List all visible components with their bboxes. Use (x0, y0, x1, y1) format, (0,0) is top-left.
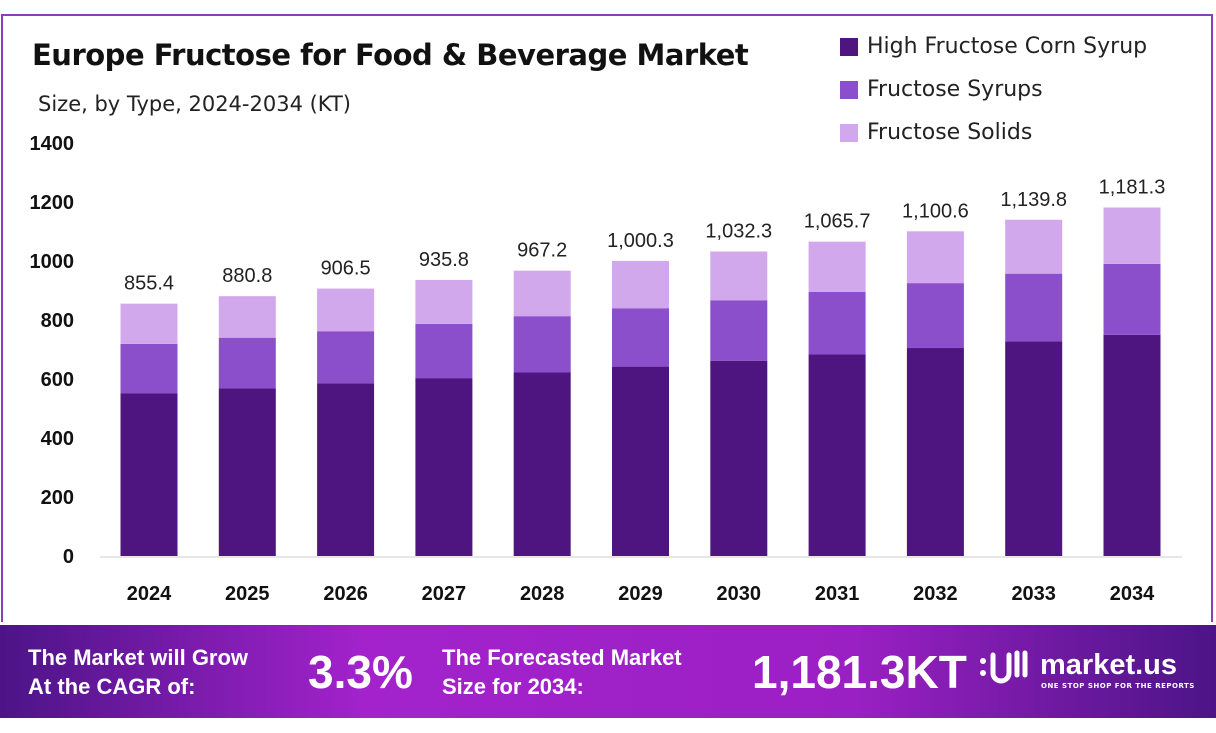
legend-label: High Fructose Corn Syrup (867, 34, 1148, 59)
legend-label: Fructose Syrups (867, 77, 1043, 102)
bar-segment-2 (1103, 207, 1161, 264)
legend-item-solids: Fructose Solids (840, 111, 1147, 154)
x-tick-label: 2034 (1110, 583, 1155, 605)
x-tick-label: 2033 (1011, 583, 1056, 605)
bar-segment-1 (808, 291, 866, 355)
forecast-label: The Forecasted Market Size for 2034: (442, 643, 682, 701)
x-tick-label: 2026 (323, 583, 368, 605)
y-tick-label: 1200 (30, 192, 75, 214)
bar-segment-0 (120, 393, 178, 556)
bar-segment-2 (120, 303, 178, 344)
bar-segment-1 (218, 337, 276, 389)
bar-segment-2 (612, 260, 669, 309)
bar-segment-0 (710, 360, 768, 556)
chart-frame (1, 14, 1213, 622)
legend-item-syrups: Fructose Syrups (840, 68, 1147, 111)
legend-swatch (840, 123, 858, 142)
bar-segment-1 (513, 316, 571, 373)
cagr-label: The Market will Grow At the CAGR of: (28, 643, 248, 701)
total-label: 1,139.8 (1000, 189, 1067, 211)
bar-segment-2 (415, 279, 473, 324)
total-label: 935.8 (419, 249, 469, 271)
legend-item-hfcs: High Fructose Corn Syrup (840, 25, 1147, 68)
bar-segment-0 (808, 354, 866, 556)
cagr-label-line2: At the CAGR of: (28, 674, 196, 699)
x-tick-label: 2028 (520, 583, 565, 605)
cagr-value: 3.3% (308, 646, 413, 698)
y-tick-label: 600 (41, 369, 74, 391)
total-label: 1,032.3 (705, 220, 772, 242)
bar-segment-1 (1005, 273, 1063, 342)
x-tick-label: 2030 (717, 583, 762, 605)
bar-segment-2 (317, 288, 375, 332)
stacked-bar-chart: 0 200 400 600 800 1000 1200 1400 855.4 2024 880.8 2… (30, 133, 1182, 605)
total-label: 1,065.7 (804, 211, 871, 233)
bar-segment-0 (1005, 341, 1063, 556)
bar-segment-0 (415, 378, 473, 556)
y-tick-label: 800 (41, 310, 74, 332)
y-tick-label: 200 (41, 487, 74, 509)
forecast-value: 1,181.3KT (752, 646, 967, 698)
x-tick-label: 2025 (225, 583, 270, 605)
bar-segment-2 (1005, 219, 1063, 274)
footer-banner: The Market will Grow At the CAGR of: 3.3%… (0, 625, 1216, 718)
y-tick-label: 400 (41, 428, 74, 450)
legend-swatch (840, 80, 858, 99)
bar-segment-2 (218, 296, 276, 338)
bar-segment-0 (906, 348, 964, 556)
bar-segment-1 (906, 283, 964, 349)
bar-segment-1 (710, 300, 768, 361)
total-label: 855.4 (124, 273, 174, 295)
bar-segment-2 (710, 251, 768, 301)
x-tick-label: 2029 (618, 583, 663, 605)
chart-subtitle: Size, by Type, 2024-2034 (KT) (38, 92, 351, 116)
total-label: 880.8 (222, 265, 272, 287)
bar-segment-2 (513, 270, 571, 317)
legend: High Fructose Corn Syrup Fructose Syrups… (840, 25, 1147, 154)
x-tick-label: 2032 (913, 583, 958, 605)
y-tick-label: 1000 (30, 251, 75, 273)
bar-segment-2 (906, 231, 964, 284)
bar-segment-1 (1103, 263, 1161, 335)
total-label: 906.5 (321, 258, 371, 280)
total-label: 1,181.3 (1099, 177, 1166, 199)
bar-segment-1 (317, 331, 375, 384)
x-tick-label: 2031 (815, 583, 860, 605)
x-tick-label: 2027 (422, 583, 467, 605)
market-us-logo-icon (980, 650, 1028, 684)
x-tick-label: 2024 (127, 583, 172, 605)
bar-segment-0 (317, 383, 375, 556)
bar-segment-2 (808, 241, 866, 292)
total-label: 1,000.3 (607, 230, 674, 252)
cagr-label-line1: The Market will Grow (28, 645, 249, 670)
bar-segment-1 (120, 343, 178, 394)
y-tick-label: 1400 (30, 133, 75, 155)
legend-label: Fructose Solids (867, 120, 1033, 145)
forecast-label-line2: Size for 2034: (442, 674, 584, 699)
chart-title: Europe Fructose for Food & Beverage Mark… (32, 38, 749, 72)
brand-name: market.us (1040, 649, 1178, 681)
total-label: 1,100.6 (902, 200, 969, 222)
forecast-label-line1: The Forecasted Market (442, 645, 682, 670)
bar-segment-0 (1103, 334, 1161, 556)
y-tick-label: 0 (63, 546, 74, 568)
bar-segment-0 (612, 366, 669, 556)
bar-segment-0 (513, 372, 571, 556)
bar-segment-1 (612, 308, 669, 367)
legend-swatch (840, 37, 858, 56)
total-label: 967.2 (517, 240, 567, 262)
bar-segment-0 (218, 388, 276, 556)
brand-tagline: ONE STOP SHOP FOR THE REPORTS (1041, 682, 1195, 690)
bar-segment-1 (415, 323, 473, 379)
